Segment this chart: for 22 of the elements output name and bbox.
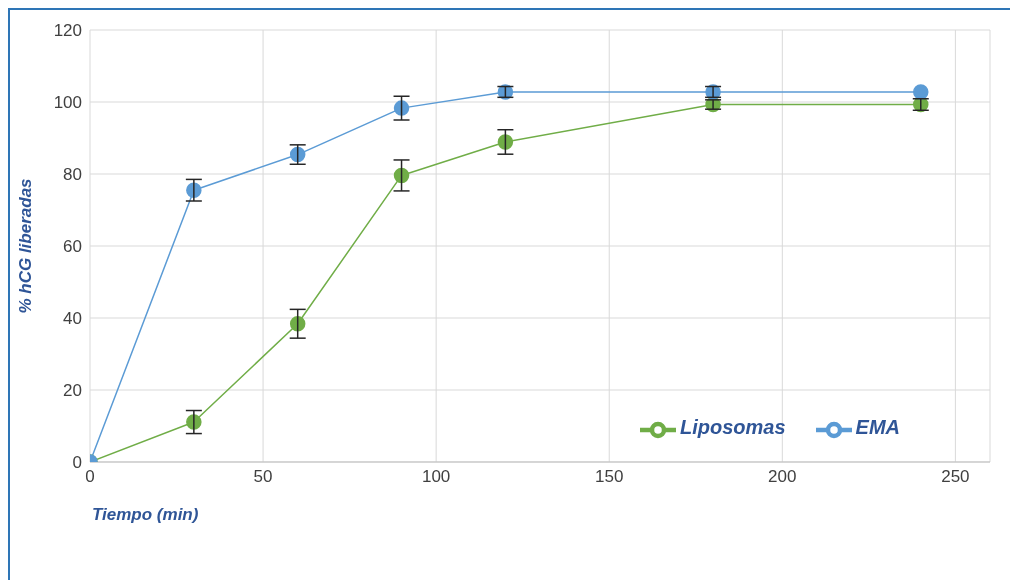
x-tick-label: 100 xyxy=(421,467,451,487)
y-axis-title: % hCG liberadas xyxy=(16,178,36,314)
x-axis-title: Tiempo (min) xyxy=(92,505,199,524)
point xyxy=(393,100,410,116)
legend-label: Liposomas xyxy=(679,416,786,439)
x-tick-label: 150 xyxy=(595,467,624,487)
x-tick-label: 250 xyxy=(941,467,970,487)
legend-label: EMA xyxy=(855,416,900,439)
y-tick-label: 80 xyxy=(63,165,82,185)
y-tick-label: 0 xyxy=(72,453,82,473)
y-tick-label: 60 xyxy=(63,237,82,257)
point xyxy=(289,316,306,332)
y-tick-label: 20 xyxy=(63,381,82,401)
point xyxy=(497,134,514,150)
y-tick-label: 100 xyxy=(53,93,82,113)
x-tick-label: 50 xyxy=(253,467,273,487)
point xyxy=(913,84,929,100)
x-tick-label: 0 xyxy=(85,467,95,487)
point xyxy=(393,167,410,184)
x-tick-label: 200 xyxy=(768,467,797,487)
y-tick-label: 120 xyxy=(53,21,82,41)
y-tick-label: 40 xyxy=(63,309,82,329)
